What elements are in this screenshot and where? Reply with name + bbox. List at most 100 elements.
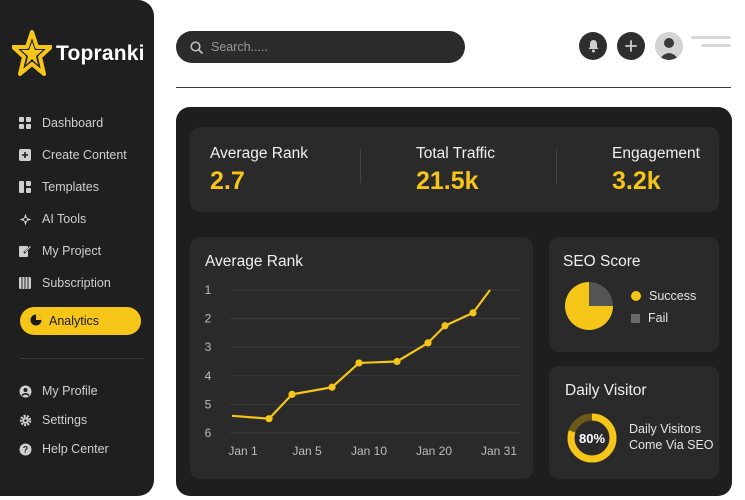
- user-avatar-icon: [655, 32, 683, 60]
- sidebar-item-label: Create Content: [42, 148, 127, 162]
- pie-icon: [30, 314, 42, 329]
- rank-series-line: [231, 289, 491, 420]
- search-placeholder: Search.....: [211, 40, 268, 54]
- stat-value: 2.7: [210, 167, 245, 195]
- data-point: [441, 322, 449, 330]
- x-tick-label: Jan 10: [351, 444, 387, 458]
- avatar[interactable]: [655, 32, 683, 60]
- visitor-caption-line: Daily Visitors: [629, 422, 702, 436]
- data-point: [469, 309, 477, 317]
- y-tick-label: 6: [205, 426, 212, 440]
- stat-average-rank: Average Rank 2.7: [210, 145, 308, 196]
- help-icon: ?: [18, 442, 32, 456]
- visitor-caption-line: Come Via SEO: [629, 438, 714, 452]
- list-icon: [18, 276, 32, 290]
- average-rank-line-chart: 1 2 3 4 5 6 Jan 1 Jan 5 Jan 10 Jan 20 Jan 31: [205, 283, 520, 458]
- sidebar-item-analytics[interactable]: Analytics: [20, 307, 141, 335]
- header-divider: [176, 87, 731, 88]
- seo-score-card: SEO Score Success Fail: [549, 237, 719, 352]
- x-tick-label: Jan 31: [481, 444, 517, 458]
- sidebar-item-settings[interactable]: Settings: [18, 409, 87, 431]
- sidebar-item-label: AI Tools: [42, 212, 87, 226]
- ring-progress: [567, 413, 617, 463]
- y-tick-label: 1: [205, 283, 212, 297]
- chart-title: Average Rank: [205, 253, 303, 270]
- sidebar-item-my-project[interactable]: My Project: [18, 240, 101, 262]
- visitor-caption: Daily Visitors Come Via SEO: [629, 421, 714, 453]
- x-tick-label: Jan 5: [292, 444, 322, 458]
- y-tick-label: 4: [205, 369, 212, 383]
- x-tick-label: Jan 1: [228, 444, 258, 458]
- sidebar-item-help-center[interactable]: ? Help Center: [18, 438, 109, 460]
- legend-swatch: [631, 313, 640, 323]
- seo-title: SEO Score: [563, 253, 641, 270]
- data-point: [424, 339, 432, 347]
- add-button[interactable]: [617, 32, 645, 60]
- sidebar-item-label: My Project: [42, 244, 102, 258]
- stat-divider: [360, 149, 361, 183]
- visitor-progress-ring: 80%: [567, 413, 617, 463]
- grid-icon: [18, 116, 32, 130]
- stat-engagement: Engagement 3.2k: [612, 145, 700, 196]
- legend-fail: Fail: [631, 311, 668, 325]
- average-rank-chart-card: Average Rank 1 2 3 4 5 6 Jan 1 Jan 5 Jan 10 Jan 2…: [190, 237, 533, 479]
- notifications-button[interactable]: [579, 32, 607, 60]
- stats-card: Average Rank 2.7 Total Traffic 21.5k Eng…: [190, 127, 719, 212]
- stat-total-traffic: Total Traffic 21.5k: [416, 145, 495, 196]
- visitor-title: Daily Visitor: [565, 382, 647, 399]
- legend-label: Fail: [648, 311, 669, 325]
- y-tick-label: 2: [205, 312, 212, 326]
- search-input[interactable]: Search.....: [176, 31, 465, 63]
- edit-icon: [18, 244, 32, 258]
- sidebar-divider: [20, 358, 145, 359]
- gear-icon: [18, 413, 32, 427]
- sidebar-item-create-content[interactable]: Create Content: [18, 144, 127, 166]
- sidebar-item-label: Subscription: [42, 276, 111, 290]
- sidebar-item-label: Analytics: [49, 314, 100, 328]
- user-icon: [18, 384, 32, 398]
- data-point: [393, 357, 401, 366]
- brand-logo[interactable]: Topranki: [12, 30, 145, 78]
- menu-line: [691, 36, 731, 39]
- sidebar-item-label: Settings: [42, 413, 88, 427]
- sidebar-item-my-profile[interactable]: My Profile: [18, 380, 98, 402]
- seo-score-pie: [565, 282, 613, 330]
- stat-value: 21.5k: [416, 167, 479, 195]
- data-point: [265, 415, 273, 423]
- menu-line: [701, 44, 731, 47]
- sidebar: Topranki Dashboard Create Content Templa…: [0, 0, 154, 496]
- sidebar-item-label: Templates: [42, 180, 99, 194]
- star-logo-icon: [12, 30, 52, 76]
- legend-label: Success: [649, 289, 697, 303]
- sidebar-item-subscription[interactable]: Subscription: [18, 272, 111, 294]
- sidebar-item-label: My Profile: [42, 384, 98, 398]
- y-tick-label: 5: [205, 397, 212, 411]
- layout-icon: [18, 180, 32, 194]
- x-tick-label: Jan 20: [416, 444, 452, 458]
- sidebar-item-label: Help Center: [42, 442, 109, 456]
- plus-icon: [625, 40, 637, 52]
- stat-label: Engagement: [612, 145, 700, 162]
- brand-name: Topranki: [56, 42, 145, 65]
- y-tick-label: 3: [205, 340, 212, 354]
- pie-success-slice: [565, 282, 613, 330]
- data-point: [328, 383, 336, 391]
- sidebar-item-dashboard[interactable]: Dashboard: [18, 112, 103, 134]
- svg-text:?: ?: [22, 444, 28, 454]
- bell-icon: [588, 40, 598, 53]
- sidebar-item-label: Dashboard: [42, 116, 104, 130]
- menu-button[interactable]: [691, 36, 731, 50]
- sidebar-item-ai-tools[interactable]: AI Tools: [18, 208, 86, 230]
- daily-visitor-card: Daily Visitor 80% Daily Visitors Come Vi…: [549, 366, 719, 479]
- legend-success: Success: [631, 289, 696, 303]
- search-icon: [190, 40, 203, 54]
- plus-square-icon: [18, 148, 32, 162]
- spark-icon: [18, 212, 32, 226]
- data-point: [288, 390, 296, 398]
- stat-divider: [556, 149, 557, 183]
- legend-swatch: [631, 291, 641, 301]
- data-point: [355, 359, 363, 367]
- stat-value: 3.2k: [612, 167, 661, 195]
- ring-percent-label: 80%: [579, 431, 605, 446]
- sidebar-item-templates[interactable]: Templates: [18, 176, 99, 198]
